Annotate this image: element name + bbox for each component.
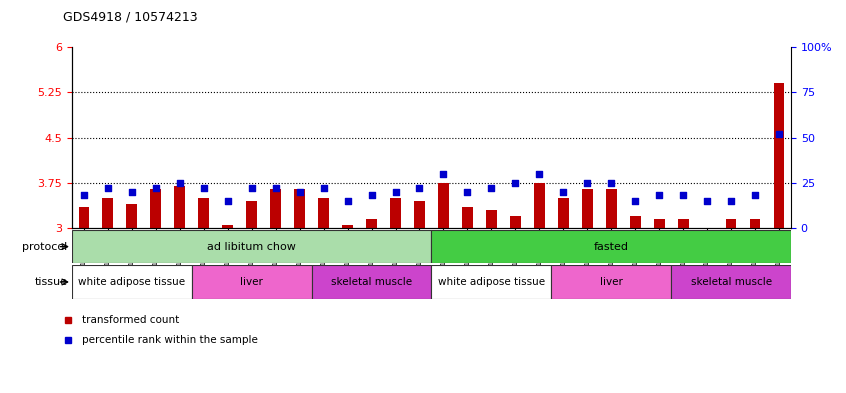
Bar xyxy=(558,198,569,228)
Text: ad libitum chow: ad libitum chow xyxy=(207,242,296,252)
Point xyxy=(388,189,403,195)
Bar xyxy=(222,225,233,228)
Bar xyxy=(198,198,209,228)
Bar xyxy=(671,265,791,299)
Point xyxy=(77,192,91,198)
Text: skeletal muscle: skeletal muscle xyxy=(331,277,412,287)
Bar xyxy=(102,198,113,228)
Bar xyxy=(431,230,791,263)
Bar xyxy=(431,265,552,299)
Bar xyxy=(270,189,281,228)
Point xyxy=(341,198,354,204)
Point xyxy=(533,171,547,177)
Bar xyxy=(552,265,671,299)
Text: percentile rank within the sample: percentile rank within the sample xyxy=(82,334,258,345)
Text: white adipose tissue: white adipose tissue xyxy=(438,277,545,287)
Point xyxy=(293,189,306,195)
Bar xyxy=(629,216,640,228)
Point xyxy=(125,189,139,195)
Point xyxy=(269,185,283,191)
Bar xyxy=(366,219,377,228)
Bar xyxy=(126,204,137,228)
Bar xyxy=(414,201,425,228)
Bar xyxy=(174,186,185,228)
Point xyxy=(508,180,522,186)
Text: liver: liver xyxy=(600,277,623,287)
Bar xyxy=(726,219,737,228)
Text: white adipose tissue: white adipose tissue xyxy=(79,277,185,287)
Point xyxy=(460,189,474,195)
Point xyxy=(221,198,234,204)
Point xyxy=(749,192,762,198)
Point xyxy=(365,192,378,198)
Text: skeletal muscle: skeletal muscle xyxy=(690,277,772,287)
Text: protocol: protocol xyxy=(23,242,68,252)
Bar xyxy=(750,219,761,228)
Bar xyxy=(342,225,353,228)
Point xyxy=(557,189,570,195)
Bar xyxy=(72,230,431,263)
Point xyxy=(149,185,162,191)
Bar xyxy=(246,201,257,228)
Point xyxy=(652,192,666,198)
Bar xyxy=(151,189,162,228)
Point xyxy=(437,171,450,177)
Bar xyxy=(311,265,431,299)
Point xyxy=(245,185,259,191)
Text: tissue: tissue xyxy=(35,277,68,287)
Text: transformed count: transformed count xyxy=(82,315,179,325)
Bar xyxy=(462,207,473,228)
Bar xyxy=(486,210,497,228)
Bar xyxy=(72,265,192,299)
Point xyxy=(101,185,114,191)
Text: fasted: fasted xyxy=(594,242,629,252)
Point xyxy=(604,180,618,186)
Point xyxy=(724,198,738,204)
Bar xyxy=(510,216,521,228)
Bar xyxy=(534,183,545,228)
Text: liver: liver xyxy=(240,277,263,287)
Point xyxy=(580,180,594,186)
Bar xyxy=(654,219,665,228)
Point xyxy=(316,185,330,191)
Bar xyxy=(678,219,689,228)
Point xyxy=(413,185,426,191)
Bar xyxy=(438,183,449,228)
Bar xyxy=(294,189,305,228)
Bar xyxy=(582,189,593,228)
Bar xyxy=(318,198,329,228)
Bar xyxy=(192,265,311,299)
Point xyxy=(629,198,642,204)
Bar xyxy=(773,83,784,228)
Bar xyxy=(606,189,617,228)
Bar xyxy=(390,198,401,228)
Text: GDS4918 / 10574213: GDS4918 / 10574213 xyxy=(63,11,198,24)
Bar xyxy=(79,207,90,228)
Point xyxy=(772,131,786,137)
Point xyxy=(700,198,714,204)
Point xyxy=(197,185,211,191)
Point xyxy=(485,185,498,191)
Point xyxy=(677,192,690,198)
Point xyxy=(173,180,186,186)
